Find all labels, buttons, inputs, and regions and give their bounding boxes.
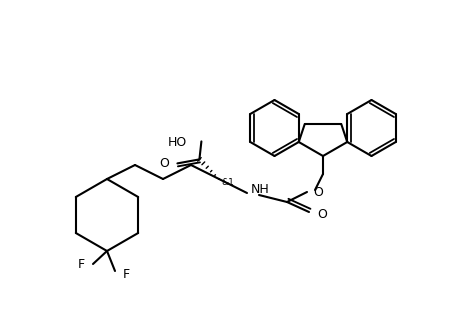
Text: O: O (313, 185, 322, 199)
Text: O: O (316, 207, 326, 221)
Text: HO: HO (168, 136, 187, 150)
Text: F: F (123, 267, 130, 280)
Text: NH: NH (250, 183, 269, 196)
Text: O: O (159, 157, 169, 170)
Text: &1: &1 (220, 178, 233, 187)
Text: F: F (78, 258, 85, 272)
